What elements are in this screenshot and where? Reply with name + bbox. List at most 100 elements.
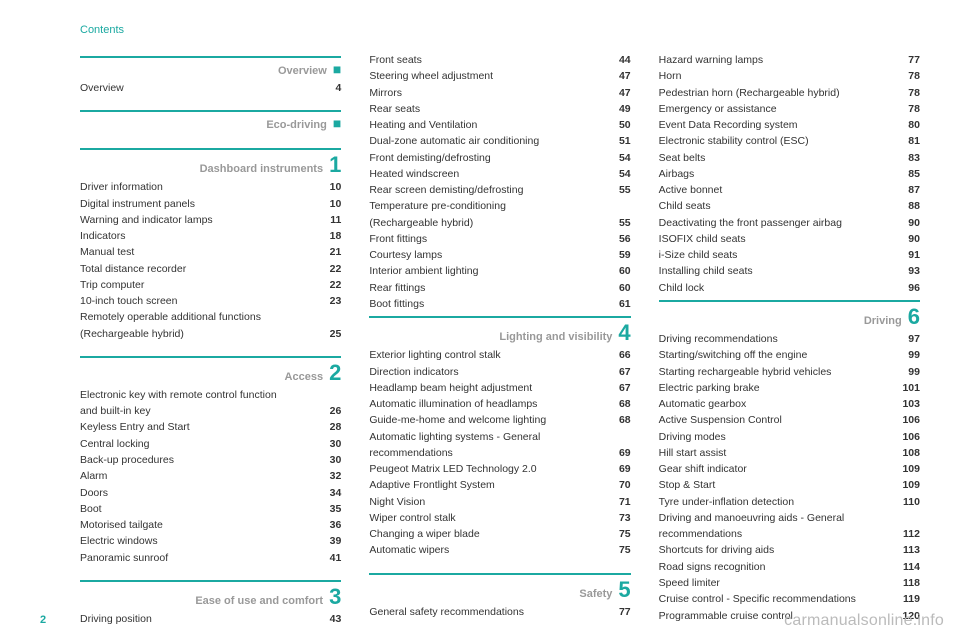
toc-entry-label: Driving modes: [659, 429, 892, 445]
section-number: 6: [908, 306, 920, 328]
toc-entry-label: Steering wheel adjustment: [369, 68, 602, 84]
toc-entry: Airbags85: [659, 166, 920, 182]
toc-entry-page: 50: [603, 117, 631, 133]
toc-entry-page: 83: [892, 150, 920, 166]
toc-entry-page: 109: [892, 461, 920, 477]
toc-entry: Front seats44: [369, 52, 630, 68]
toc-entry-page: 47: [603, 85, 631, 101]
toc-entry-label: Heated windscreen: [369, 166, 602, 182]
toc-entry-label: Trip computer: [80, 277, 313, 293]
toc-entry-label: (Rechargeable hybrid): [80, 326, 313, 342]
toc-entry-page: 110: [892, 494, 920, 510]
toc-entry: Tyre under-inflation detection110: [659, 494, 920, 510]
toc-entry-label: Starting rechargeable hybrid vehicles: [659, 364, 892, 380]
toc-entry: Boot35: [80, 501, 341, 517]
toc-entry-label: Night Vision: [369, 494, 602, 510]
toc-entry-label: Automatic lighting systems - General: [369, 429, 602, 445]
section-title-row: Overview■: [80, 62, 341, 77]
toc-entry-label: Automatic illumination of headlamps: [369, 396, 602, 412]
toc-entry: Guide-me-home and welcome lighting68: [369, 412, 630, 428]
toc-entry: Indicators18: [80, 228, 341, 244]
toc-entry-page: 77: [892, 52, 920, 68]
toc-entry: Starting rechargeable hybrid vehicles99: [659, 364, 920, 380]
toc-entry: Mirrors47: [369, 85, 630, 101]
section-marker-icon: ■: [333, 116, 341, 130]
toc-entry-label: Panoramic sunroof: [80, 550, 313, 566]
toc-entry-label: Cruise control - Specific recommendation…: [659, 591, 892, 607]
toc-entry: Driving position43: [80, 611, 341, 627]
toc-entry-label: Driving position: [80, 611, 313, 627]
toc-entry-page: 55: [603, 215, 631, 231]
toc-entry-page: [313, 387, 341, 403]
toc-entry: Total distance recorder22: [80, 261, 341, 277]
toc-entry-page: 26: [313, 403, 341, 419]
page-header: Contents: [80, 24, 920, 36]
toc-entry-label: 10-inch touch screen: [80, 293, 313, 309]
toc-entry-label: Peugeot Matrix LED Technology 2.0: [369, 461, 602, 477]
toc-entry: Shortcuts for driving aids113: [659, 542, 920, 558]
toc-entry-page: 55: [603, 182, 631, 198]
toc-entry: Event Data Recording system80: [659, 117, 920, 133]
toc-entry-page: 75: [603, 542, 631, 558]
toc-entry-page: 10: [313, 196, 341, 212]
toc-entry-page: [892, 510, 920, 526]
toc-entry: Exterior lighting control stalk66: [369, 347, 630, 363]
column: Overview■Overview4Eco-driving■Dashboard …: [80, 52, 341, 627]
toc-entry-page: 22: [313, 261, 341, 277]
toc-entry: Electronic key with remote control funct…: [80, 387, 341, 403]
toc-entry-label: Seat belts: [659, 150, 892, 166]
section-title-row: Lighting and visibility4: [369, 322, 630, 344]
toc-entry: Rear screen demisting/defrosting55: [369, 182, 630, 198]
toc-entry-label: Stop & Start: [659, 477, 892, 493]
toc-entry: Starting/switching off the engine99: [659, 347, 920, 363]
toc-entry-label: Active Suspension Control: [659, 412, 892, 428]
toc-entry: Child seats88: [659, 198, 920, 214]
toc-entry: Electric windows39: [80, 533, 341, 549]
toc-entry-page: 36: [313, 517, 341, 533]
toc-entry: Active bonnet87: [659, 182, 920, 198]
toc-entry-page: 4: [313, 80, 341, 96]
toc-entry-label: Installing child seats: [659, 263, 892, 279]
toc-entry-label: Driving recommendations: [659, 331, 892, 347]
toc-entry-label: Digital instrument panels: [80, 196, 313, 212]
toc-entry-page: 59: [603, 247, 631, 263]
toc-entry: Back-up procedures30: [80, 452, 341, 468]
toc-entry-page: 90: [892, 215, 920, 231]
section-title: Overview: [278, 65, 327, 77]
toc-entry: Keyless Entry and Start28: [80, 419, 341, 435]
section-number: 1: [329, 154, 341, 176]
toc-entry-page: 51: [603, 133, 631, 149]
toc-entry-label: recommendations: [659, 526, 892, 542]
toc-entry-page: 85: [892, 166, 920, 182]
toc-entry: Adaptive Frontlight System70: [369, 477, 630, 493]
toc-entry: Motorised tailgate36: [80, 517, 341, 533]
toc-entry-page: 30: [313, 452, 341, 468]
toc-entry-page: 60: [603, 263, 631, 279]
toc-entry-page: 109: [892, 477, 920, 493]
toc-entry-page: 87: [892, 182, 920, 198]
toc-entry-label: Direction indicators: [369, 364, 602, 380]
toc-entry-page: 41: [313, 550, 341, 566]
toc-entry-label: ISOFIX child seats: [659, 231, 892, 247]
toc-entry-label: Emergency or assistance: [659, 101, 892, 117]
section-title-row: Safety5: [369, 579, 630, 601]
toc-entry: Cruise control - Specific recommendation…: [659, 591, 920, 607]
toc-entry: Pedestrian horn (Rechargeable hybrid)78: [659, 85, 920, 101]
toc-entry-label: Keyless Entry and Start: [80, 419, 313, 435]
toc-entry-page: 18: [313, 228, 341, 244]
toc-entry-page: [313, 309, 341, 325]
column: Front seats44Steering wheel adjustment47…: [369, 52, 630, 627]
toc-entry-page: 81: [892, 133, 920, 149]
section-divider: [80, 56, 341, 58]
toc-entry: Hazard warning lamps77: [659, 52, 920, 68]
spacer: [80, 134, 341, 144]
toc-entry-page: 96: [892, 280, 920, 296]
section-title: Safety: [579, 588, 612, 600]
toc-entry-label: Electronic key with remote control funct…: [80, 387, 313, 403]
toc-entry: Headlamp beam height adjustment67: [369, 380, 630, 396]
toc-entry-label: Alarm: [80, 468, 313, 484]
toc-entry-page: 78: [892, 101, 920, 117]
section-divider: [659, 300, 920, 302]
toc-entry-label: Electronic stability control (ESC): [659, 133, 892, 149]
toc-entry-page: 22: [313, 277, 341, 293]
